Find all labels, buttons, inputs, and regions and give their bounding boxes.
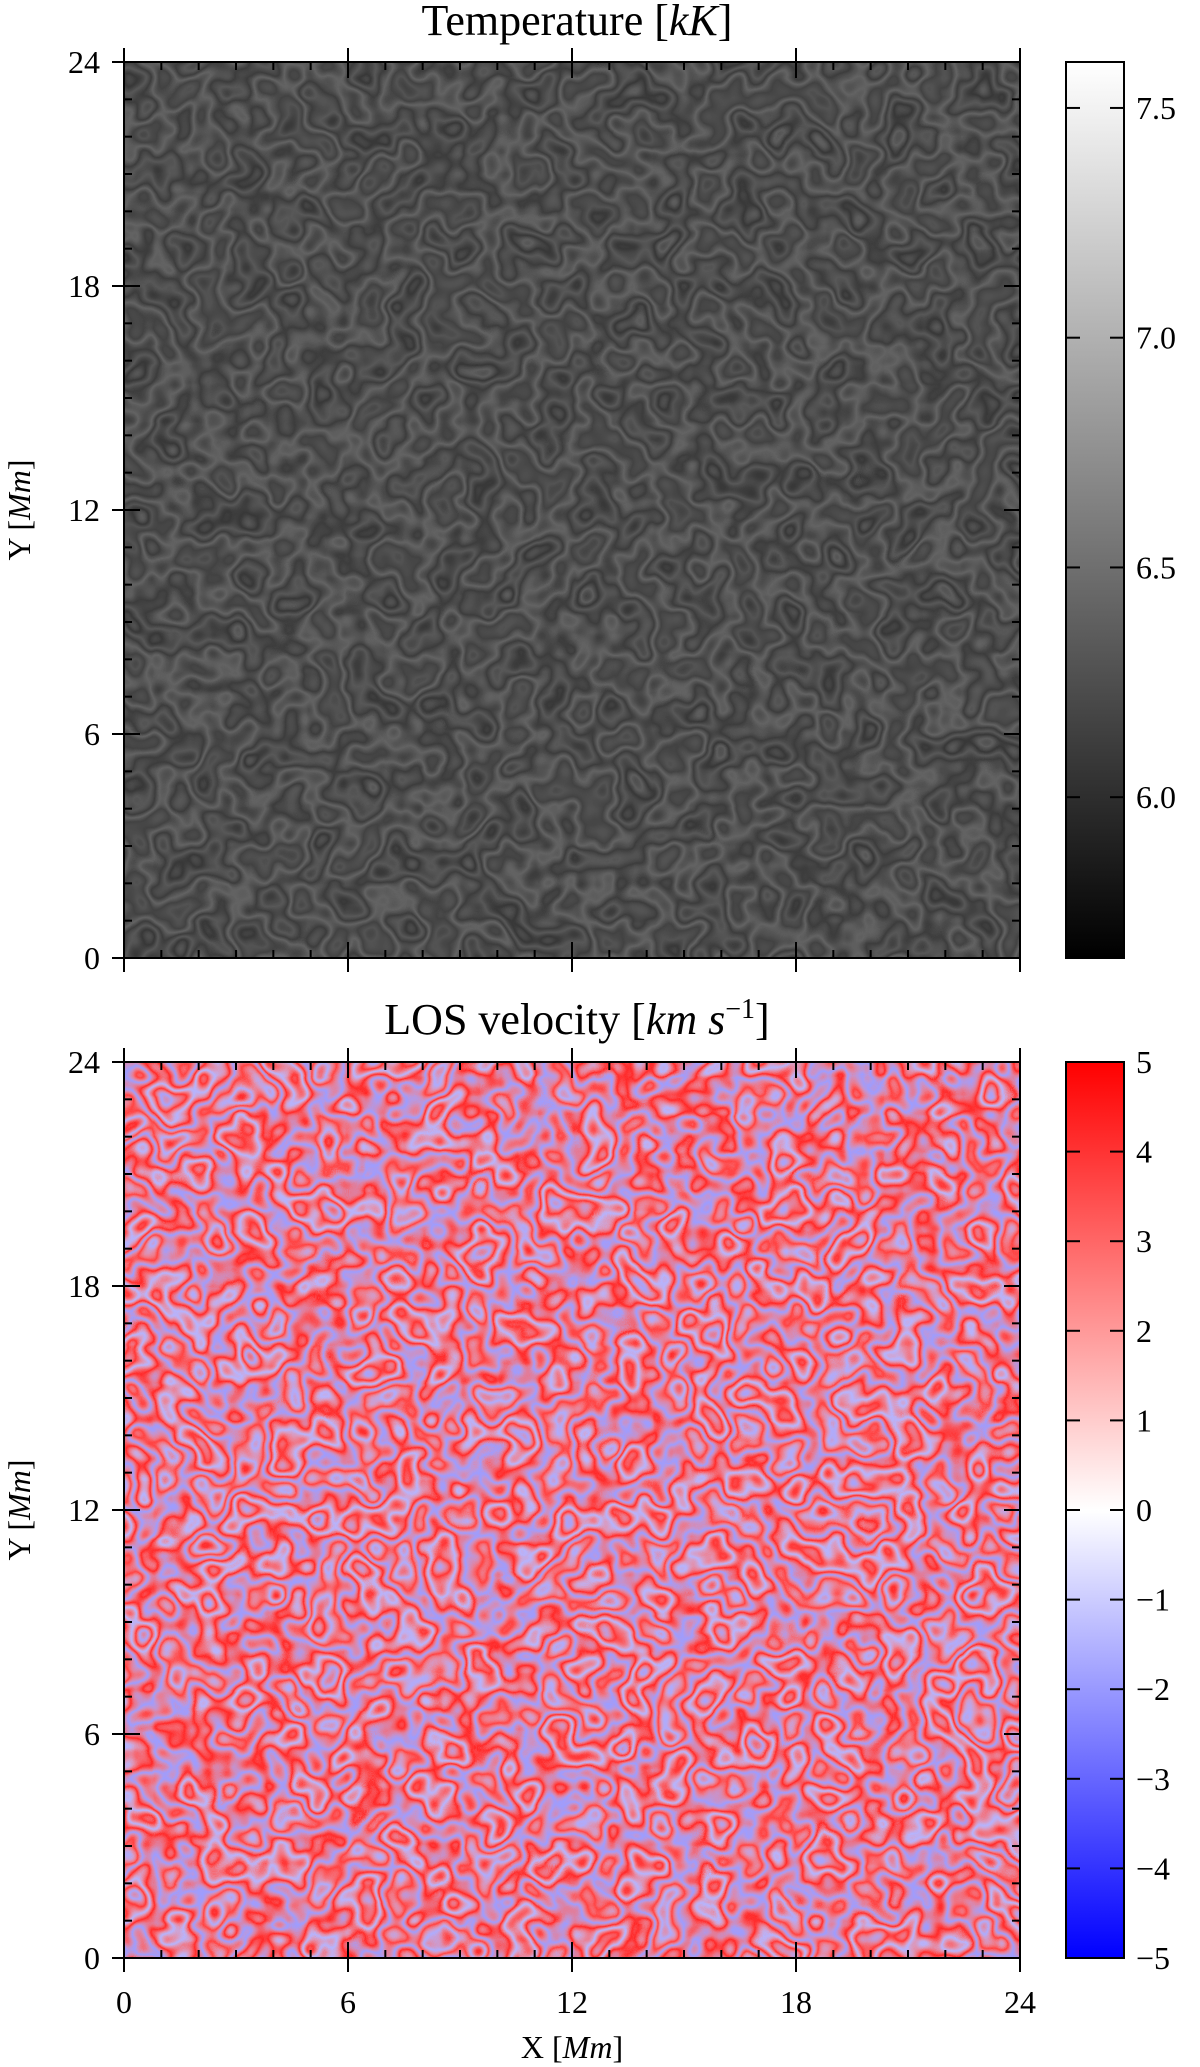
- y-tick-label: 6: [84, 1716, 100, 1752]
- temperature-panel: Temperature [kK] 0 6 12 18 24 Y [Mm] 6.0 6.5 7…: [1, 0, 1176, 976]
- x-tick-label: 12: [556, 1984, 588, 2020]
- y-tick-label: 24: [68, 1044, 100, 1080]
- y-tick-label: 18: [68, 268, 100, 304]
- temperature-ylabel: Y [Mm]: [1, 460, 37, 561]
- temperature-map: [124, 62, 1020, 958]
- velocity-map: [124, 1062, 1020, 1958]
- velocity-colorbar-ticks: 5 4 3 2 1 0 −1 −2 −3 −4 −5: [1066, 1044, 1170, 1976]
- colorbar-tick-label: 2: [1136, 1313, 1152, 1349]
- colorbar-tick-label: −4: [1136, 1850, 1170, 1886]
- x-tick-label: 6: [340, 1984, 356, 2020]
- temperature-axis-ticks: 0 6 12 18 24: [68, 44, 1021, 976]
- temperature-colorbar-ticks: 6.0 6.5 7.0 7.5: [1066, 90, 1176, 815]
- x-tick-label: 18: [780, 1984, 812, 2020]
- y-tick-label: 12: [68, 492, 100, 528]
- colorbar-tick-label: 1: [1136, 1402, 1152, 1438]
- colorbar-tick-label: −3: [1136, 1761, 1170, 1797]
- temperature-colorbar: [1065, 61, 1125, 959]
- y-tick-label: 12: [68, 1492, 100, 1528]
- colorbar-tick-label: 5: [1136, 1044, 1152, 1080]
- colorbar-tick-label: 4: [1136, 1134, 1152, 1170]
- velocity-ylabel: Y [Mm]: [1, 1460, 37, 1561]
- y-tick-label: 24: [68, 44, 100, 80]
- y-tick-label: 0: [84, 1940, 100, 1976]
- colorbar-tick-label: 3: [1136, 1223, 1152, 1259]
- velocity-xlabel: X [Mm]: [521, 2029, 623, 2065]
- y-tick-label: 18: [68, 1268, 100, 1304]
- x-tick-label: 24: [1004, 1984, 1036, 2020]
- velocity-axis-ticks: 0 6 12 18 24 0 6 12 18 24: [68, 1044, 1036, 2020]
- colorbar-tick-label: 7.5: [1136, 90, 1176, 126]
- velocity-title: LOS velocity [km s−1]: [384, 994, 769, 1044]
- colorbar-tick-label: −1: [1136, 1582, 1170, 1618]
- colorbar-tick-label: 0: [1136, 1492, 1152, 1528]
- x-tick-label: 0: [116, 1984, 132, 2020]
- y-tick-label: 0: [84, 940, 100, 976]
- colorbar-tick-label: −2: [1136, 1671, 1170, 1707]
- colorbar-tick-label: 6.0: [1136, 779, 1176, 815]
- y-tick-label: 6: [84, 716, 100, 752]
- colorbar-tick-label: 7.0: [1136, 320, 1176, 356]
- temperature-title: Temperature [kK]: [422, 0, 733, 45]
- colorbar-tick-label: −5: [1136, 1940, 1170, 1976]
- colorbar-tick-label: 6.5: [1136, 549, 1176, 585]
